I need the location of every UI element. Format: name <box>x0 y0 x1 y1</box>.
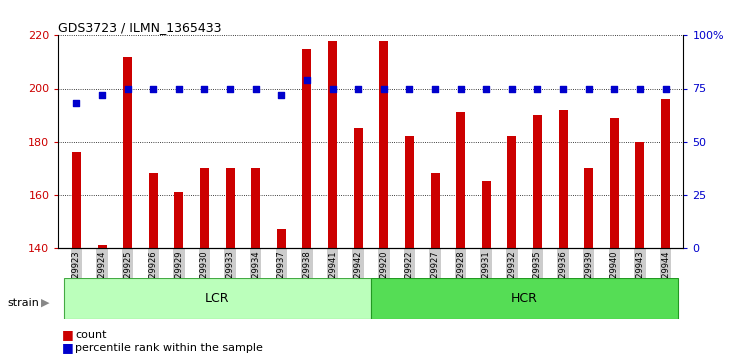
Text: LCR: LCR <box>205 292 230 305</box>
Bar <box>584 168 593 248</box>
Bar <box>251 168 260 248</box>
Bar <box>371 278 678 319</box>
Point <box>583 86 594 91</box>
Bar <box>149 173 158 248</box>
Text: strain: strain <box>7 298 39 308</box>
Point <box>122 86 134 91</box>
Bar <box>610 118 619 248</box>
Point <box>531 86 543 91</box>
Bar <box>405 136 414 248</box>
Bar <box>661 99 670 248</box>
Point <box>608 86 620 91</box>
Point <box>327 86 338 91</box>
Bar <box>226 168 235 248</box>
Bar <box>64 278 371 319</box>
Point <box>173 86 185 91</box>
Text: HCR: HCR <box>511 292 538 305</box>
Bar <box>97 245 107 248</box>
Text: count: count <box>75 330 107 339</box>
Point <box>404 86 415 91</box>
Point <box>276 92 287 98</box>
Text: GDS3723 / ILMN_1365433: GDS3723 / ILMN_1365433 <box>58 21 222 34</box>
Bar <box>635 142 645 248</box>
Bar <box>303 48 311 248</box>
Point <box>506 86 518 91</box>
Bar <box>123 57 132 248</box>
Text: ■: ■ <box>62 328 74 341</box>
Point <box>352 86 364 91</box>
Point <box>224 86 236 91</box>
Point <box>71 101 83 106</box>
Point <box>480 86 492 91</box>
Text: ▶: ▶ <box>41 298 50 308</box>
Bar <box>328 41 337 248</box>
Point <box>199 86 211 91</box>
Text: percentile rank within the sample: percentile rank within the sample <box>75 343 263 353</box>
Bar <box>507 136 516 248</box>
Bar <box>277 229 286 248</box>
Point <box>455 86 466 91</box>
Bar <box>379 41 388 248</box>
Point <box>378 86 390 91</box>
Bar <box>431 173 439 248</box>
Point <box>659 86 671 91</box>
Point <box>301 77 313 83</box>
Bar <box>72 152 81 248</box>
Bar <box>558 110 567 248</box>
Bar <box>354 128 363 248</box>
Point <box>148 86 159 91</box>
Point <box>96 92 108 98</box>
Bar <box>533 115 542 248</box>
Bar <box>175 192 183 248</box>
Point <box>557 86 569 91</box>
Point <box>250 86 262 91</box>
Bar <box>200 168 209 248</box>
Text: ■: ■ <box>62 341 74 354</box>
Bar <box>482 181 491 248</box>
Point <box>634 86 645 91</box>
Bar <box>456 112 465 248</box>
Point <box>429 86 441 91</box>
